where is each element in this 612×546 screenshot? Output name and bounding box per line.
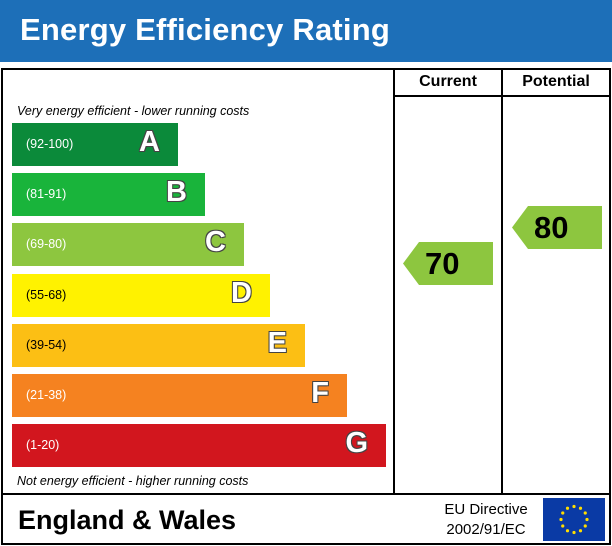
eu-star-icon: [561, 511, 565, 515]
footer-divider: [3, 493, 609, 495]
potential-rating-arrow: 80: [512, 206, 602, 249]
band-range-label: (69-80): [26, 237, 67, 252]
band-c: (69-80) C: [12, 223, 244, 267]
current-rating-value: 70: [425, 246, 460, 281]
column-header-potential: Potential: [522, 73, 590, 90]
region-label: England & Wales: [18, 505, 237, 535]
band-range-label: (39-54): [26, 337, 67, 352]
directive-line-2: 2002/91/EC: [446, 521, 526, 538]
band-letter: G: [345, 427, 368, 460]
chart-title: Energy Efficiency Rating: [20, 12, 391, 47]
eu-star-icon: [572, 504, 576, 509]
band-range-label: (21-38): [26, 388, 67, 402]
divider-current: [393, 70, 395, 495]
directive-line-1: EU Directive: [444, 501, 528, 518]
eu-star-icon: [565, 506, 570, 510]
eu-star-icon: [583, 524, 587, 528]
potential-rating-value: 80: [534, 210, 569, 245]
note-efficient: Very energy efficient - lower running co…: [17, 104, 250, 118]
eu-star-icon: [583, 511, 587, 515]
note-inefficient: Not energy efficient - higher running co…: [17, 474, 249, 488]
divider-potential: [501, 70, 503, 495]
band-letter: B: [166, 176, 187, 209]
eu-star-icon: [559, 517, 563, 522]
band-b: (81-91) B: [12, 173, 205, 217]
rating-frame: Current Potential Very energy efficient …: [1, 68, 611, 545]
eu-flag-icon: [543, 498, 605, 541]
eu-star-icon: [578, 506, 583, 510]
band-f: (21-38) F: [12, 374, 347, 417]
band-letter: D: [231, 276, 252, 309]
eu-star-icon: [565, 529, 570, 533]
title-bar: Energy Efficiency Rating: [0, 0, 612, 62]
current-rating-arrow: 70: [403, 242, 493, 285]
band-range-label: (55-68): [26, 287, 67, 302]
eu-directive: EU Directive 2002/91/EC: [434, 500, 538, 540]
band-letter: A: [139, 126, 160, 158]
band-letter: C: [205, 226, 226, 259]
eu-star-icon: [578, 529, 583, 533]
band-e: (39-54) E: [12, 323, 305, 367]
column-header-current: Current: [419, 73, 477, 90]
header-divider: [393, 95, 609, 97]
band-letter: F: [311, 377, 329, 409]
band-letter: E: [267, 326, 287, 359]
eu-star-icon: [585, 517, 589, 522]
eu-star-icon: [572, 530, 576, 535]
band-a: (92-100) A: [12, 123, 178, 166]
band-range-label: (92-100): [26, 137, 74, 151]
band-d: (55-68) D: [12, 273, 270, 317]
band-range-label: (81-91): [26, 187, 67, 202]
band-range-label: (1-20): [26, 438, 60, 453]
eu-star-icon: [561, 524, 565, 528]
band-g: (1-20) G: [12, 424, 386, 468]
